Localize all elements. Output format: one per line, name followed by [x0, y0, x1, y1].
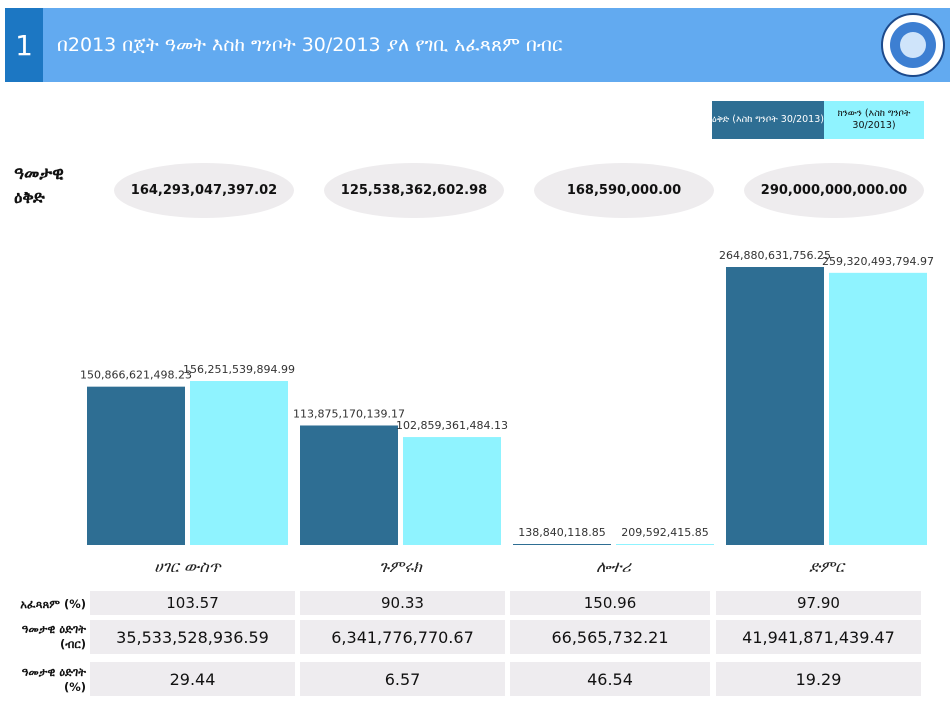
annual-plan-value: 168,590,000.00	[534, 163, 714, 218]
header-bar: በ2013 በጀት ዓመት እስከ ግንቦት 30/2013 ያለ የገቢ አፈ…	[43, 8, 950, 82]
ministry-logo	[881, 13, 945, 77]
row-label: ዓመታዊ ዕድገት (ብር)	[21, 622, 86, 651]
table-cell: 150.96	[510, 591, 710, 615]
table-cell: 66,565,732.21	[510, 620, 710, 654]
page-title: በ2013 በጀት ዓመት እስከ ግንቦት 30/2013 ያለ የገቢ አፈ…	[57, 34, 563, 56]
bar	[513, 544, 611, 545]
header: 1 በ2013 በጀት ዓመት እስከ ግንቦት 30/2013 ያለ የገቢ …	[0, 8, 950, 82]
bar-value-label: 259,320,493,794.97	[822, 255, 934, 268]
annual-plan-value: 164,293,047,397.02	[114, 163, 294, 218]
table-cell: 97.90	[716, 591, 921, 615]
annual-plan-label: ዓመታዊ ዕቅድ	[14, 164, 64, 208]
bar-value-label: 156,251,539,894.99	[183, 363, 295, 376]
table-cell: 19.29	[716, 662, 921, 696]
legend-actual: ክንውን (እስከ ግንቦት 30/2013)	[824, 101, 924, 139]
category-label: ድምር	[809, 557, 846, 576]
annual-plan-value: 290,000,000,000.00	[744, 163, 924, 218]
table-cell: 35,533,528,936.59	[90, 620, 295, 654]
row-label: አፈጻጸም (%)	[20, 597, 86, 611]
legend-plan: ዕቅድ (እስከ ግንቦት 30/2013)	[712, 101, 824, 139]
table-cell: 6,341,776,770.67	[300, 620, 505, 654]
row-label: ዓመታዊ ዕድገት (%)	[21, 665, 86, 694]
table-cell: 6.57	[300, 662, 505, 696]
table-cell: 90.33	[300, 591, 505, 615]
category-label: ጉምሩክ	[379, 557, 423, 576]
bar	[87, 386, 185, 545]
bar-value-label: 264,880,631,756.25	[719, 249, 831, 262]
bar-value-label: 209,592,415.85	[621, 526, 708, 539]
bar	[726, 267, 824, 545]
bar	[403, 437, 501, 545]
category-label: ሎተሪ	[596, 557, 632, 576]
annual-plan-value: 125,538,362,602.98	[324, 163, 504, 218]
bar	[616, 544, 714, 545]
bar-value-label: 138,840,118.85	[518, 526, 605, 539]
bar	[300, 425, 398, 545]
bar	[829, 272, 927, 545]
bar-value-label: 150,866,621,498.23	[80, 369, 192, 382]
table-cell: 41,941,871,439.47	[716, 620, 921, 654]
bar	[190, 381, 288, 545]
bar-value-label: 102,859,361,484.13	[396, 419, 508, 432]
table-cell: 46.54	[510, 662, 710, 696]
table-cell: 103.57	[90, 591, 295, 615]
slide-number: 1	[5, 8, 43, 82]
bar-value-label: 113,875,170,139.17	[293, 407, 405, 420]
table-cell: 29.44	[90, 662, 295, 696]
category-label: ሀገር ውስጥ	[154, 557, 221, 576]
